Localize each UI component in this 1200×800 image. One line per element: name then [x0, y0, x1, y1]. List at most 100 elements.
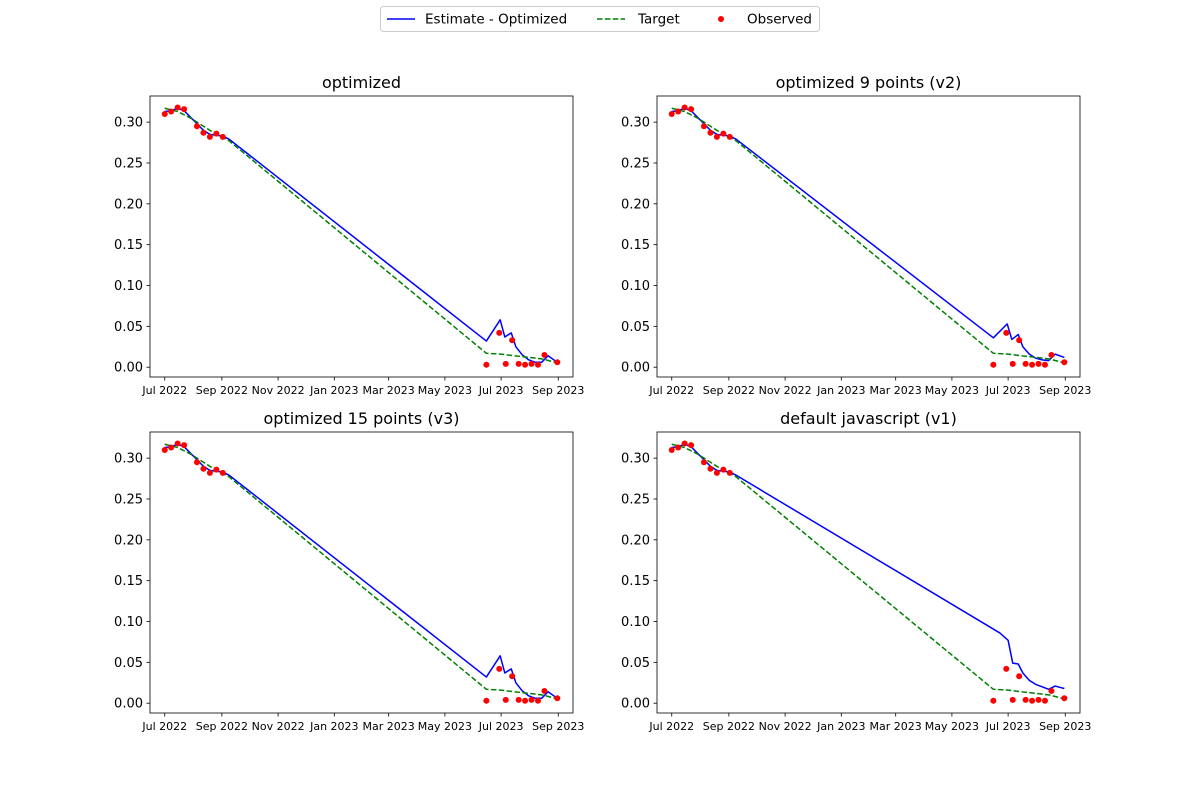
observed-point	[206, 133, 213, 140]
x-tick-label: Sep 2023	[532, 720, 584, 733]
observed-point	[541, 687, 548, 694]
observed-point	[161, 110, 168, 117]
observed-point	[522, 361, 529, 368]
observed-point	[1003, 329, 1010, 336]
observed-point	[1048, 351, 1055, 358]
x-tick-label: May 2023	[418, 720, 472, 733]
axes-frame-4	[656, 431, 1081, 714]
x-tick-label: Sep 2022	[196, 384, 248, 397]
x-tick-label: Nov 2022	[252, 720, 305, 733]
y-tick-label: 0.20	[621, 533, 650, 548]
plot-area-2	[657, 96, 1080, 377]
observed-point	[1022, 696, 1029, 703]
axes-frame-3	[149, 431, 574, 714]
x-tick-label: Nov 2022	[252, 384, 305, 397]
x-tick-label: Jul 2023	[478, 720, 524, 733]
x-tick-label: Mar 2023	[870, 720, 922, 733]
observed-point	[174, 440, 181, 447]
observed-point	[1016, 673, 1023, 680]
observed-point	[534, 697, 541, 704]
y-tick-label: 0.30	[621, 452, 650, 467]
y-tick-label: 0.15	[621, 238, 650, 253]
observed-point	[1009, 696, 1016, 703]
subplot-3: optimized 15 points (v3) 0.00 0.05 0.10 0.15…	[114, 409, 584, 733]
x-tick-label: Nov 2022	[759, 720, 812, 733]
target-line-1	[164, 107, 559, 364]
x-tick-label: Jan 2023	[309, 720, 358, 733]
legend-swatch-observed	[718, 16, 724, 22]
y-tick-label: 0.05	[114, 656, 143, 671]
observed-point	[1022, 360, 1029, 367]
observed-point	[168, 444, 175, 451]
subplot-2: optimized 9 points (v2) 0.00 0.05 0.10 0.15 0…	[621, 73, 1091, 397]
x-tick-label: Sep 2023	[1039, 720, 1091, 733]
y-tick-label: 0.05	[114, 320, 143, 335]
x-tick-label: Nov 2022	[759, 384, 812, 397]
observed-point	[496, 665, 503, 672]
y-tick-label: 0.25	[621, 156, 650, 171]
y-tick-label: 0.25	[114, 156, 143, 171]
observed-point	[528, 360, 535, 367]
y-tick-label: 0.20	[621, 197, 650, 212]
subplot-title-1: optimized	[322, 73, 401, 92]
estimate-optimized-line-2	[671, 107, 1065, 362]
legend-label-observed: Observed	[747, 12, 812, 28]
observed-point	[668, 110, 675, 117]
y-tick-label: 0.15	[114, 238, 143, 253]
x-tick-label: Jan 2023	[816, 720, 865, 733]
y-tick-label: 0.30	[114, 116, 143, 131]
x-tick-label: Mar 2023	[870, 384, 922, 397]
x-tick-label: Jul 2023	[985, 384, 1031, 397]
observed-point	[515, 696, 522, 703]
y-tick-label: 0.00	[114, 361, 143, 376]
observed-point	[554, 359, 561, 366]
observed-point	[701, 123, 707, 130]
observed-point	[161, 446, 168, 453]
observed-point	[496, 329, 503, 336]
observed-point	[502, 696, 509, 703]
observed-point	[554, 695, 561, 702]
observed-point	[1029, 697, 1036, 704]
y-tick-label: 0.10	[621, 279, 650, 294]
x-tick-label: May 2023	[418, 384, 472, 397]
observed-point	[720, 466, 727, 473]
target-line-3	[164, 443, 559, 700]
observed-point	[707, 465, 714, 472]
observed-point	[181, 106, 188, 113]
observed-point	[213, 130, 220, 137]
observed-point	[181, 442, 188, 449]
y-tick-label: 0.25	[621, 492, 650, 507]
y-tick-label: 0.15	[114, 574, 143, 589]
y-tick-label: 0.30	[621, 116, 650, 131]
subplot-1: optimized 0.00 0.05 0.10 0.15 0.20 0.25 0.30 Jul…	[114, 73, 584, 397]
observed-point	[707, 129, 714, 136]
y-tick-label: 0.00	[114, 697, 143, 712]
legend: Estimate - Optimized Target Observed	[380, 6, 820, 32]
y-tick-label: 0.20	[114, 197, 143, 212]
observed-point	[688, 442, 695, 449]
x-tick-label: Jul 2022	[648, 720, 694, 733]
y-tick-label: 0.00	[621, 697, 650, 712]
observed-point	[681, 104, 688, 111]
x-tick-label: Sep 2023	[1039, 384, 1091, 397]
observed-point	[515, 360, 522, 367]
observed-point	[509, 673, 516, 680]
observed-point	[483, 361, 490, 368]
axes-frame-1	[149, 95, 574, 378]
observed-point	[509, 337, 516, 344]
x-tick-label: Mar 2023	[363, 384, 415, 397]
observed-point	[219, 469, 226, 476]
x-tick-label: Sep 2022	[703, 720, 755, 733]
subplot-title-4: default javascript (v1)	[780, 409, 957, 428]
target-line-2	[671, 107, 1066, 364]
observed-point	[206, 469, 213, 476]
observed-point	[194, 459, 200, 466]
x-tick-label: Sep 2023	[532, 384, 584, 397]
observed-point	[688, 106, 695, 113]
subplot-title-2: optimized 9 points (v2)	[776, 73, 962, 92]
observed-point	[1035, 360, 1042, 367]
x-tick-label: Jul 2023	[478, 384, 524, 397]
x-tick-label: Sep 2022	[703, 384, 755, 397]
observed-point	[534, 361, 541, 368]
